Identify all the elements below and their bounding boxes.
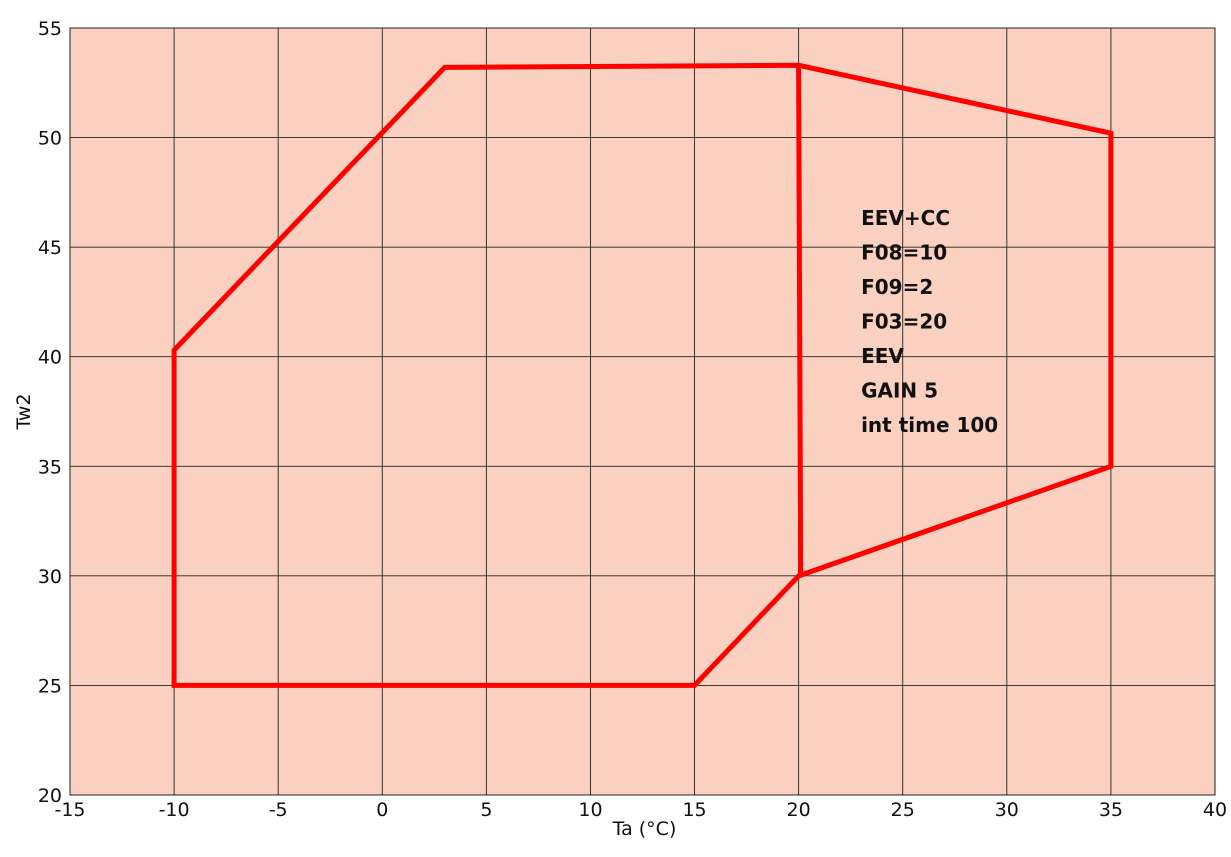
x-tick-label: 35 xyxy=(1099,799,1123,821)
x-tick-label: -15 xyxy=(54,799,85,821)
series-layer xyxy=(171,62,1114,688)
annotation-line: GAIN 5 xyxy=(861,379,938,403)
x-tick-label: 15 xyxy=(682,799,706,821)
y-axis-label: Tw2 xyxy=(13,393,35,430)
x-tick-label: 5 xyxy=(480,799,492,821)
plot-border xyxy=(69,27,1216,796)
series-line-1 xyxy=(171,62,1114,688)
annotation-block: EEV+CC F08=10 F09=2 F03=20 EEV GAIN 5 int time… xyxy=(861,206,998,437)
y-tick-label: 45 xyxy=(38,237,62,259)
y-tick-label: 30 xyxy=(38,566,62,588)
annotation-line: F09=2 xyxy=(861,275,933,299)
y-tick-label: 20 xyxy=(38,785,62,807)
annotation-line: EEV+CC xyxy=(861,206,950,230)
y-tick-label: 35 xyxy=(38,456,62,478)
x-tick-label: 20 xyxy=(787,799,811,821)
x-tick-label: -5 xyxy=(269,799,288,821)
x-tick-label: 40 xyxy=(1203,799,1227,821)
x-tick-labels: -15 -10 -5 0 5 10 15 20 25 30 35 40 xyxy=(54,799,1227,821)
y-tick-label: 40 xyxy=(38,347,62,369)
series-line-2 xyxy=(796,65,804,576)
x-tick-label: 10 xyxy=(578,799,602,821)
annotation-line: F08=10 xyxy=(861,241,947,265)
x-axis-label: Ta (°C) xyxy=(612,818,677,840)
y-tick-label: 55 xyxy=(38,18,62,40)
x-tick-label: 30 xyxy=(995,799,1019,821)
x-tick-label: -10 xyxy=(159,799,190,821)
y-tick-label: 50 xyxy=(38,128,62,150)
annotation-line: int time 100 xyxy=(861,413,998,437)
x-tick-label: 0 xyxy=(376,799,388,821)
annotation-line: F03=20 xyxy=(861,310,947,334)
x-tick-label: 25 xyxy=(891,799,915,821)
y-tick-label: 25 xyxy=(38,675,62,697)
plot-area xyxy=(70,28,1215,795)
annotation-line: EEV xyxy=(861,344,904,368)
y-tick-labels: 20 25 30 35 40 45 50 55 xyxy=(38,18,62,807)
